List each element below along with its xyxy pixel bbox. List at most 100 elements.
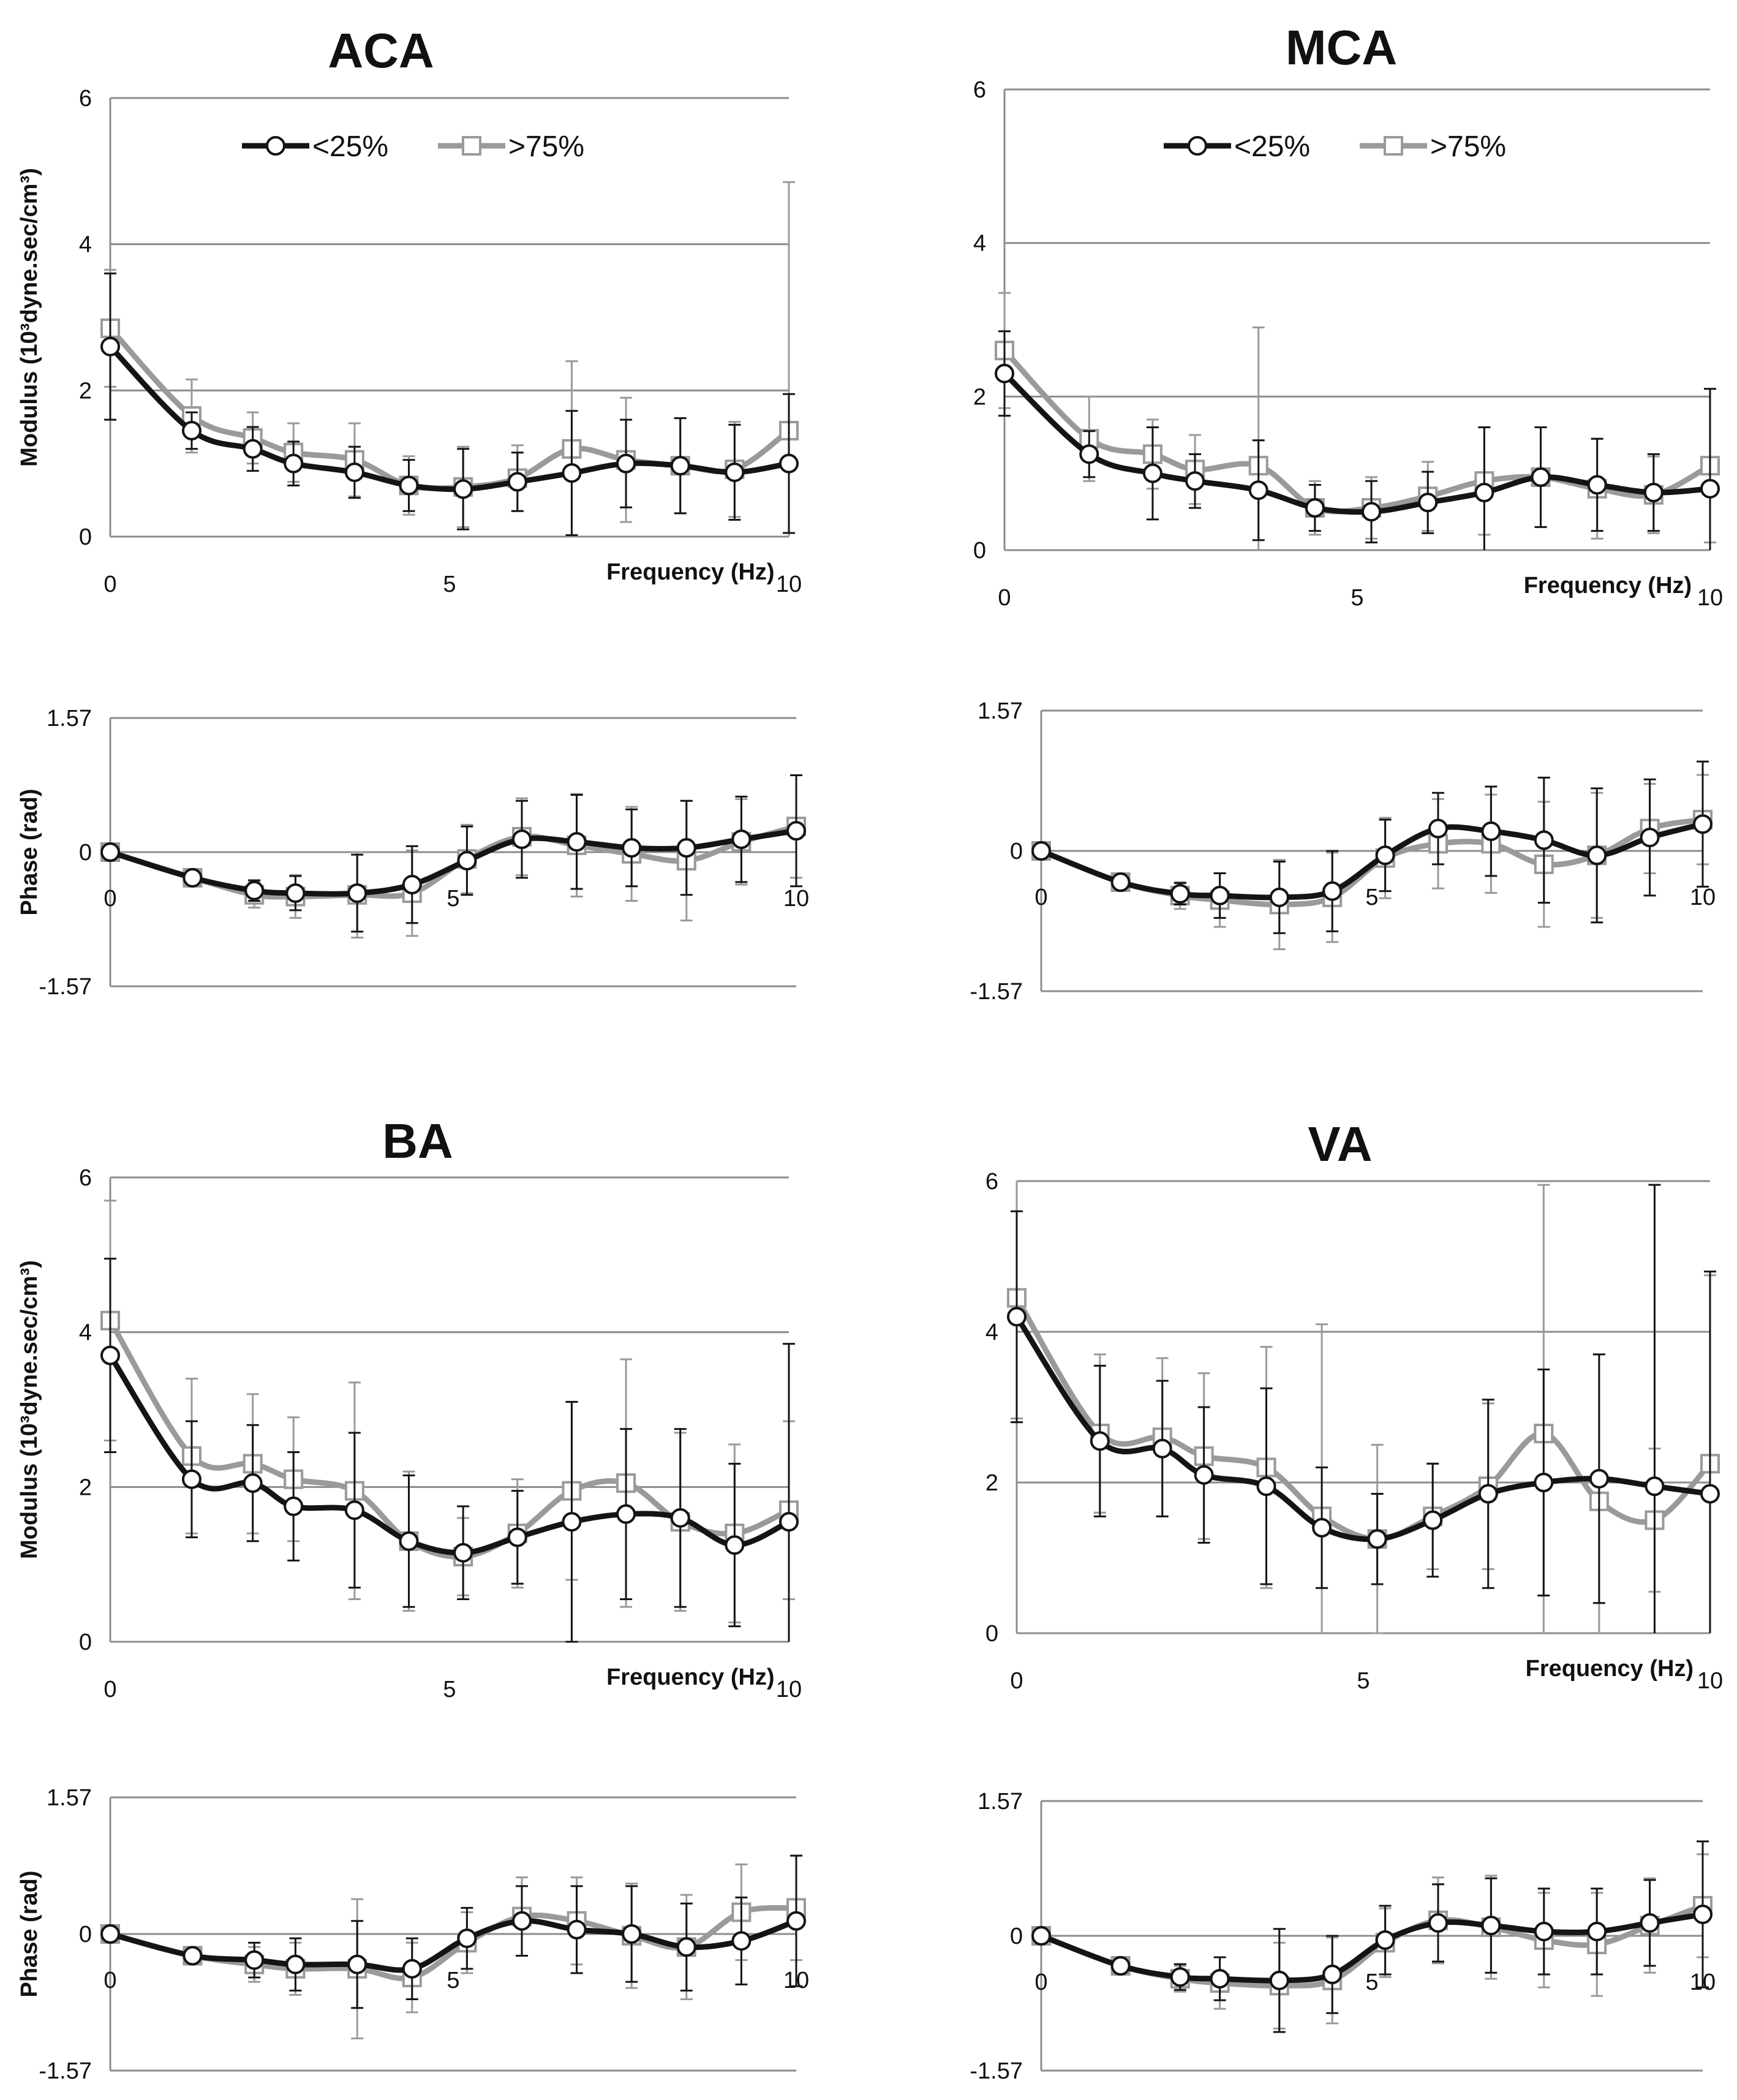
ba-phase-point-lt25 (512, 1911, 532, 1931)
mca-phase-point-lt25 (1428, 818, 1448, 839)
ba-modulus-xtick-label: 0 (104, 1677, 116, 1702)
ba-phase-point-lt25 (457, 1928, 477, 1949)
aca-modulus-series-lt25 (100, 272, 799, 537)
va-phase-point-lt25 (1269, 1970, 1289, 1990)
va-modulus-ytick-label: 6 (985, 1169, 998, 1195)
ba-phase-xtick-label: 5 (446, 1968, 459, 1993)
aca-modulus-point-lt25 (284, 453, 304, 474)
legend-label-lt25: <25% (312, 130, 388, 163)
legend-marker-gt75 (462, 136, 481, 156)
aca-modulus-point-lt25 (507, 472, 527, 492)
aca-phase-series-lt25 (100, 774, 806, 933)
mca-phase-point-lt25 (1269, 887, 1289, 907)
aca-modulus-point-lt25 (453, 479, 473, 499)
legend-marker-gt75 (1384, 136, 1403, 156)
aca-modulus-x-axis-title: Frequency (Hz) (606, 559, 774, 585)
va-phase-ytick-label: 0 (1010, 1924, 1023, 1949)
aca-phase-point-lt25 (676, 838, 696, 858)
ba-modulus-point-lt25 (399, 1531, 419, 1551)
aca-modulus-point-lt25 (562, 463, 582, 483)
mca-modulus-point-lt25 (1474, 483, 1494, 502)
mca-phase-point-lt25 (1693, 814, 1713, 834)
mca-phase-xtick-label: 0 (1034, 885, 1047, 910)
va-modulus-point-lt25 (1534, 1473, 1554, 1492)
va-modulus-point-lt25 (1090, 1431, 1110, 1451)
mca-modulus-series-lt25 (995, 330, 1720, 550)
mca-phase-point-lt25 (1210, 885, 1230, 905)
va-modulus-xtick-label: 10 (1697, 1668, 1723, 1694)
ba-phase-point-lt25 (100, 1924, 120, 1944)
aca-modulus-ytick-label: 6 (79, 86, 92, 111)
mca-modulus-point-lt25 (1531, 467, 1551, 487)
aca-modulus-y-axis-title: Modulus (10³dyne.sec/cm³) (17, 168, 42, 467)
mca-modulus-point-lt25 (1248, 480, 1268, 500)
ba-modulus-point-lt25 (779, 1512, 799, 1532)
mca-phase-point-lt25 (1534, 830, 1554, 850)
va-modulus-point-lt25 (1152, 1438, 1172, 1459)
va-modulus-ytick-label: 0 (985, 1621, 998, 1647)
ba-phase-ytick-label: 1.57 (47, 1785, 92, 1811)
va-modulus-xtick-label: 5 (1357, 1668, 1370, 1694)
aca-phase-xtick-label: 5 (446, 886, 459, 912)
ba-phase-point-lt25 (622, 1924, 642, 1944)
mca-phase-xtick-label: 5 (1365, 885, 1378, 910)
ba-modulus-xtick-label: 5 (443, 1677, 456, 1702)
mca-modulus-xtick-label: 10 (1697, 585, 1723, 611)
mca-phase-ytick-label: 1.57 (978, 698, 1023, 724)
va-phase-ytick-label: 1.57 (978, 1789, 1023, 1815)
mca-phase-point-lt25 (1640, 828, 1660, 848)
va-phase-point-lt25 (1170, 1967, 1190, 1987)
mca-phase-point-lt25 (1322, 881, 1343, 901)
ba-modulus-ytick-label: 2 (79, 1475, 92, 1500)
ba-modulus-title: BA (382, 1114, 453, 1168)
va-modulus-point-lt25 (1700, 1484, 1720, 1504)
legend-label-lt25: <25% (1234, 130, 1310, 163)
aca-phase-point-lt25 (457, 850, 477, 871)
ba-phase-ytick-label: -1.57 (39, 2058, 92, 2084)
ba-modulus-point-lt25 (100, 1345, 120, 1365)
va-modulus-series-lt25 (1007, 1184, 1720, 1633)
mca-modulus-point-lt25 (1643, 483, 1664, 502)
va-phase-point-lt25 (1587, 1921, 1607, 1941)
ba-phase-xtick-label: 0 (104, 1968, 116, 1993)
aca-modulus-point-lt25 (670, 456, 690, 476)
aca-phase-point-lt25 (402, 875, 422, 895)
mca-modulus-xtick-label: 5 (1351, 585, 1363, 611)
aca-modulus-point-lt25 (344, 462, 364, 482)
legend-label-gt75: >75% (1430, 130, 1506, 163)
mca-modulus-point-lt25 (995, 363, 1014, 383)
legend-marker-lt25 (266, 136, 285, 156)
aca-modulus-point-lt25 (616, 453, 636, 474)
va-phase-point-lt25 (1693, 1904, 1713, 1924)
mca-modulus-ytick-label: 2 (973, 384, 986, 410)
mca-phase-point-lt25 (1031, 841, 1051, 861)
aca-modulus-point-lt25 (725, 462, 745, 482)
legend-marker-lt25 (1188, 136, 1207, 156)
aca-phase-point-lt25 (512, 829, 532, 850)
mca-phase-point-lt25 (1481, 821, 1501, 841)
mca-phase-chart: -1.57 0 1.57 0 5 10 (970, 698, 1716, 1005)
aca-phase-point-lt25 (786, 821, 806, 841)
va-modulus-point-lt25 (1423, 1510, 1443, 1530)
aca-modulus-ytick-label: 0 (79, 524, 92, 550)
va-phase-point-lt25 (1031, 1926, 1051, 1946)
aca-phase-ytick-label: 0 (79, 840, 92, 866)
ba-modulus-point-lt25 (453, 1543, 473, 1563)
ba-modulus-point-lt25 (344, 1500, 364, 1520)
mca-modulus-point-lt25 (1185, 471, 1205, 491)
mca-modulus-ytick-label: 6 (973, 77, 986, 103)
ba-phase-series-lt25 (100, 1854, 806, 2009)
aca-phase-xtick-label: 10 (783, 886, 809, 912)
ba-modulus-point-lt25 (507, 1527, 527, 1547)
mca-phase-point-lt25 (1587, 845, 1607, 866)
mca-modulus-point-lt25 (1362, 502, 1382, 522)
aca-modulus-ytick-label: 2 (79, 378, 92, 404)
aca-phase-point-lt25 (731, 829, 752, 850)
aca-modulus-ytick-label: 4 (79, 232, 92, 258)
aca-modulus-xtick-label: 0 (104, 572, 116, 597)
ba-modulus-xtick-label: 10 (776, 1677, 802, 1702)
mca-modulus-x-axis-title: Frequency (Hz) (1524, 573, 1692, 599)
